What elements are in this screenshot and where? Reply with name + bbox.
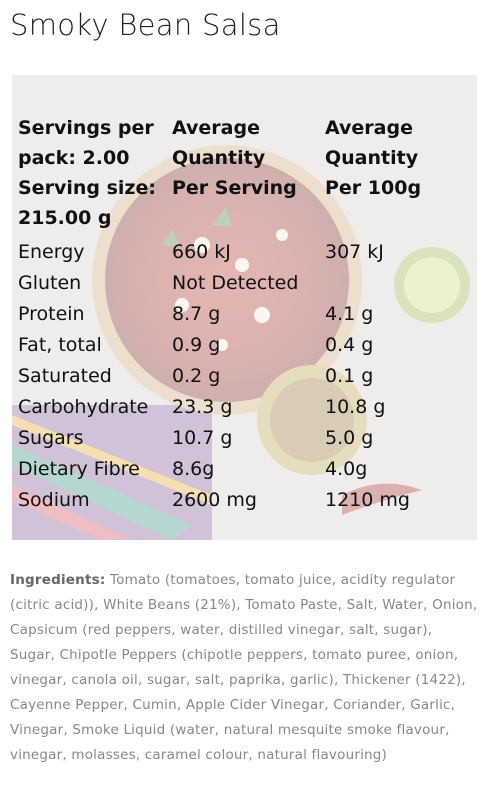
nutrient-name: Saturated (18, 365, 112, 387)
nutrient-name: Fat, total (18, 334, 102, 356)
per-100g-value: 0.4 g (325, 334, 374, 356)
page-title: Smoky Bean Salsa (10, 8, 281, 42)
header-line: 215.00 g (18, 207, 112, 229)
nutrient-row-energy: Energy 660 kJ 307 kJ (18, 237, 475, 268)
nutrient-name: Sodium (18, 489, 90, 511)
per-100g-value: 307 kJ (325, 241, 384, 263)
per-serving-value: 0.9 g (172, 334, 221, 356)
header-line: Quantity (325, 147, 419, 169)
nutrient-name: Energy (18, 241, 85, 263)
per-100g-value: 1210 mg (325, 489, 410, 511)
nutrient-row-gluten: Gluten Not Detected (18, 268, 475, 299)
nutrient-name: Sugars (18, 427, 84, 449)
nutrition-header-row: Servings per pack: 2.00 Serving size: 21… (18, 113, 475, 237)
nutrient-row-sugars: Sugars 10.7 g 5.0 g (18, 423, 475, 454)
servings-header-cell: Servings per pack: 2.00 Serving size: 21… (18, 113, 172, 237)
nutrition-table: Servings per pack: 2.00 Serving size: 21… (18, 113, 475, 516)
nutrient-row-saturated: Saturated 0.2 g 0.1 g (18, 361, 475, 392)
header-line: Quantity (172, 147, 266, 169)
per-100g-value: 10.8 g (325, 396, 386, 418)
nutrient-name: Gluten (18, 272, 82, 294)
per-serving-value: Not Detected (172, 272, 299, 294)
per-serving-value: 10.7 g (172, 427, 233, 449)
per-100g-value: 0.1 g (325, 365, 374, 387)
nutrient-row-carbohydrate: Carbohydrate 23.3 g 10.8 g (18, 392, 475, 423)
header-line: Servings per (18, 117, 154, 139)
ingredients-text: Tomato (tomatoes, tomato juice, acidity … (10, 572, 478, 763)
header-line: Per Serving (172, 177, 297, 199)
nutrient-row-protein: Protein 8.7 g 4.1 g (18, 299, 475, 330)
per-serving-value: 2600 mg (172, 489, 257, 511)
nutrient-name: Carbohydrate (18, 396, 149, 418)
per-serving-value: 8.6g (172, 458, 215, 480)
ingredients-paragraph: Ingredients: Tomato (tomatoes, tomato ju… (10, 568, 480, 768)
per-100g-value: 4.1 g (325, 303, 374, 325)
header-line: Average (325, 117, 413, 139)
header-line: Serving size: (18, 177, 156, 199)
per-serving-value: 23.3 g (172, 396, 233, 418)
header-line: Average (172, 117, 260, 139)
per-100g-header-cell: Average Quantity Per 100g (325, 113, 475, 237)
nutrient-row-fat-total: Fat, total 0.9 g 0.4 g (18, 330, 475, 361)
per-serving-header-cell: Average Quantity Per Serving (172, 113, 325, 237)
nutrient-row-dietary-fibre: Dietary Fibre 8.6g 4.0g (18, 454, 475, 485)
per-serving-value: 0.2 g (172, 365, 221, 387)
per-100g-value: 5.0 g (325, 427, 374, 449)
nutrient-row-sodium: Sodium 2600 mg 1210 mg (18, 485, 475, 516)
per-100g-value: 4.0g (325, 458, 368, 480)
nutrient-name: Dietary Fibre (18, 458, 140, 480)
nutrition-panel: Servings per pack: 2.00 Serving size: 21… (12, 75, 477, 540)
photo-veil (12, 75, 477, 540)
header-line: pack: 2.00 (18, 147, 130, 169)
header-line: Per 100g (325, 177, 422, 199)
per-100g-value (325, 268, 475, 299)
per-serving-value: 660 kJ (172, 241, 231, 263)
nutrient-name: Protein (18, 303, 85, 325)
ingredients-label: Ingredients: (10, 572, 106, 588)
per-serving-value: 8.7 g (172, 303, 221, 325)
